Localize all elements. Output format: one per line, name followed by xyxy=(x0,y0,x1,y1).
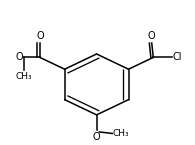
Text: CH₃: CH₃ xyxy=(113,129,130,138)
Text: O: O xyxy=(93,132,100,142)
Text: O: O xyxy=(148,31,156,41)
Text: O: O xyxy=(16,52,23,62)
Text: Cl: Cl xyxy=(172,52,182,62)
Text: O: O xyxy=(36,31,44,41)
Text: CH₃: CH₃ xyxy=(16,72,33,81)
